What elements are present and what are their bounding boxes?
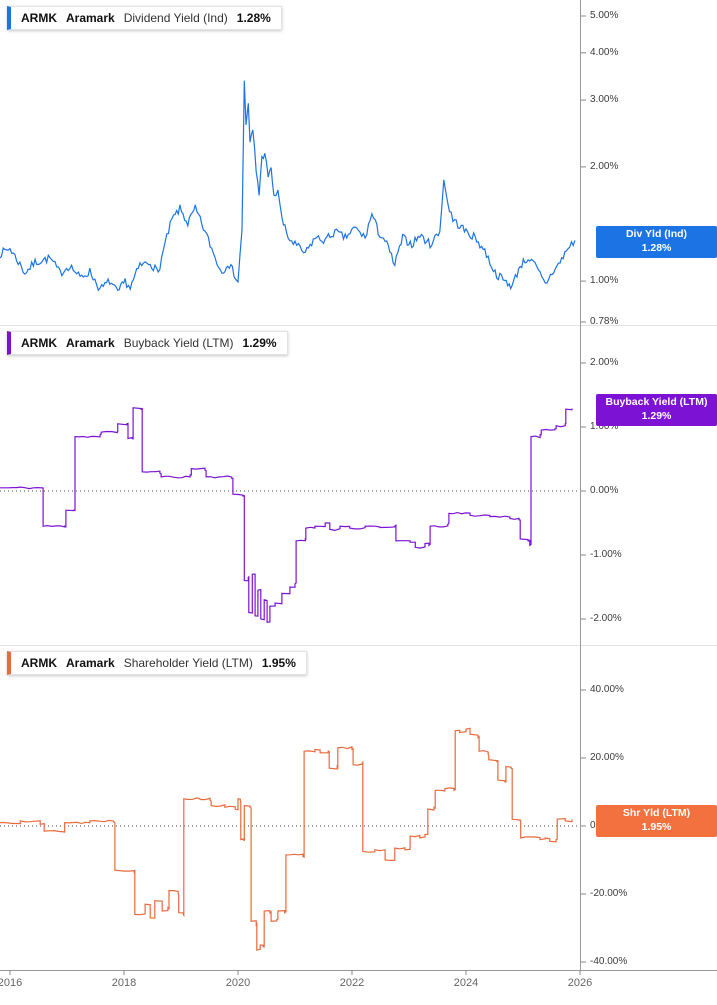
- x-axis-year-label: 2024: [453, 977, 479, 989]
- y-axis-tick-label: 1.00%: [590, 275, 619, 287]
- legend-series-name: Buyback Yield (LTM): [123, 336, 234, 350]
- badge-value: 1.95%: [641, 821, 672, 834]
- y-axis-tick-label: 2.00%: [590, 160, 619, 172]
- legend-value: 1.28%: [236, 11, 271, 25]
- legend-series-name: Shareholder Yield (LTM): [123, 656, 253, 670]
- x-axis-year-label: 2020: [225, 977, 251, 989]
- y-axis-tick-label: 4.00%: [590, 46, 619, 58]
- y-axis-tick-label: 1.00%: [590, 421, 619, 433]
- price-badge-div-yld[interactable]: Div Yld (Ind) 1.28%: [596, 226, 717, 258]
- y-axis-tick-label: 5.00%: [590, 9, 619, 21]
- y-axis-tick-label: 40.00%: [590, 684, 624, 695]
- legend-company: Aramark: [66, 336, 115, 350]
- legend-ticker: ARMK: [21, 336, 57, 350]
- x-axis-year-label: 2022: [339, 977, 365, 989]
- badge-label: Shr Yld (LTM): [622, 807, 691, 820]
- legend-chip-buyback-yield[interactable]: ARMK Aramark Buyback Yield (LTM) 1.29%: [7, 331, 288, 355]
- badge-value: 1.28%: [641, 242, 672, 255]
- legend-series-name: Dividend Yield (Ind): [123, 11, 228, 25]
- legend-chip-dividend-yield[interactable]: ARMK Aramark Dividend Yield (Ind) 1.28%: [7, 6, 282, 30]
- legend-value: 1.29%: [242, 336, 277, 350]
- badge-value: 1.29%: [641, 410, 672, 423]
- legend-chip-shareholder-yield[interactable]: ARMK Aramark Shareholder Yield (LTM) 1.9…: [7, 651, 307, 675]
- badge-label: Buyback Yield (LTM): [605, 396, 708, 409]
- y-axis-tick-label: -40.00%: [590, 956, 628, 967]
- x-axis-year-label: 2026: [567, 977, 593, 989]
- badge-label: Div Yld (Ind): [625, 228, 688, 241]
- legend-company: Aramark: [66, 11, 115, 25]
- x-axis-year-label: 2016: [0, 977, 23, 989]
- y-axis-tick-label: 2.00%: [590, 357, 619, 369]
- y-axis-tick-label: 0.78%: [590, 316, 619, 328]
- legend-value: 1.95%: [261, 656, 296, 670]
- legend-ticker: ARMK: [21, 656, 57, 670]
- legend-ticker: ARMK: [21, 11, 57, 25]
- legend-company: Aramark: [66, 656, 115, 670]
- x-axis-year-label: 2018: [111, 977, 137, 989]
- y-axis-tick-label: 0.00%: [590, 485, 619, 497]
- y-axis-tick-label: -20.00%: [590, 888, 628, 899]
- y-axis-tick-label: 20.00%: [590, 752, 624, 763]
- y-axis-tick-label: -2.00%: [590, 613, 622, 625]
- price-badge-buyback-yield[interactable]: Buyback Yield (LTM) 1.29%: [596, 394, 717, 426]
- price-badge-shr-yld[interactable]: Shr Yld (LTM) 1.95%: [596, 805, 717, 837]
- y-axis-tick-label: -1.00%: [590, 549, 622, 561]
- y-axis-tick-label: 3.00%: [590, 94, 619, 106]
